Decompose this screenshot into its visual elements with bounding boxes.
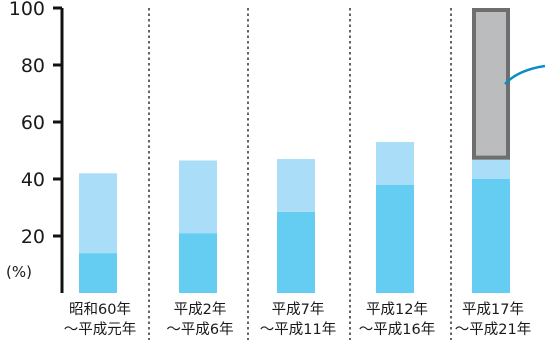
bar-segment: [179, 160, 217, 234]
y-tick-labels: 20 40 60 80 100: [9, 0, 62, 248]
x-tick-label: 平成12年: [366, 301, 428, 318]
y-unit-label: (%): [6, 263, 32, 281]
y-tick-label: 40: [21, 169, 45, 191]
x-tick-label: 平成17年: [462, 301, 524, 318]
x-tick-label: 〜平成元年: [64, 321, 137, 338]
bar-segment: [79, 253, 117, 293]
bar-segment: [472, 179, 510, 293]
callout-line: [504, 64, 545, 85]
x-tick-label: 昭和60年: [69, 301, 131, 318]
x-tick-label: 〜平成21年: [455, 321, 531, 338]
bar-segment: [79, 173, 117, 254]
bar-segment: [376, 141, 414, 185]
x-tick-label: 平成2年: [174, 301, 227, 318]
bar-segment: [277, 159, 315, 212]
x-tick-label: 平成7年: [272, 301, 325, 318]
bar-segment: [472, 8, 510, 160]
callout-curve: [504, 64, 545, 85]
bars: [79, 8, 510, 293]
x-tick-label: 〜平成11年: [260, 321, 336, 338]
bar-segment: [179, 233, 217, 293]
bar-segment: [472, 157, 510, 179]
bar-segment: [376, 184, 414, 293]
x-tick-label: 〜平成16年: [359, 321, 435, 338]
y-tick-label: 60: [21, 112, 45, 134]
y-tick-label: 100: [9, 0, 45, 20]
x-tick-label: 〜平成6年: [166, 321, 233, 338]
x-tick-labels: 昭和60年〜平成元年 平成2年〜平成6年 平成7年〜平成11年 平成12年〜平成16年…: [64, 301, 531, 338]
category-separators: [148, 8, 452, 340]
y-tick-label: 80: [21, 55, 45, 77]
bar-segment: [277, 211, 315, 293]
y-tick-label: 20: [21, 226, 45, 248]
